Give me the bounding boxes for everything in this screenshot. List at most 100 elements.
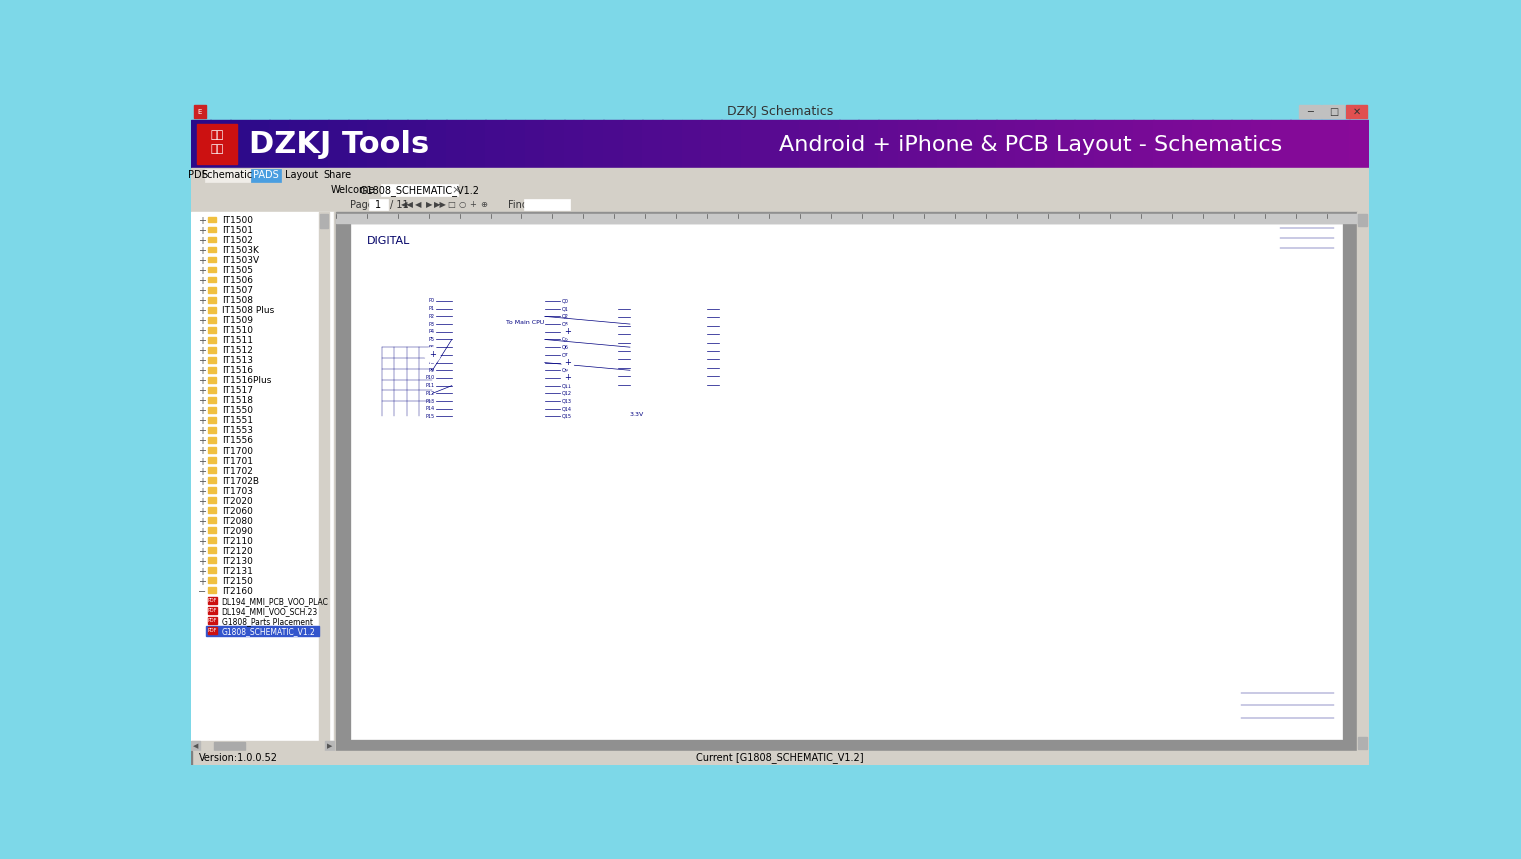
Text: +: + [198, 527, 205, 537]
Bar [208, 297, 216, 302]
Text: Q9: Q9 [561, 368, 569, 373]
Bar [917, 120, 937, 168]
Bar [322, 168, 353, 182]
Text: IT1509: IT1509 [222, 316, 252, 326]
Text: +: + [198, 417, 205, 426]
Text: +: + [198, 576, 205, 587]
Bar [800, 120, 820, 168]
Text: ▶▶: ▶▶ [433, 200, 447, 210]
Text: +: + [198, 447, 205, 456]
Text: P6: P6 [429, 344, 435, 350]
Text: +: + [198, 387, 205, 397]
Text: +: + [470, 200, 476, 210]
Bar [190, 741, 335, 751]
Bar [388, 120, 408, 168]
Bar [208, 448, 216, 453]
Text: +: + [198, 286, 205, 296]
Text: P14: P14 [426, 406, 435, 411]
Bar [336, 184, 379, 196]
Text: IT1513: IT1513 [222, 356, 252, 365]
Text: IT1553: IT1553 [222, 426, 252, 436]
Text: DZKJ Tools: DZKJ Tools [249, 131, 429, 159]
Bar [208, 527, 216, 533]
Text: IT2160: IT2160 [222, 587, 252, 595]
Text: PDF: PDF [208, 598, 218, 603]
Bar [208, 577, 216, 582]
Bar [1322, 105, 1345, 119]
Text: Q14: Q14 [561, 406, 572, 411]
Text: IT1508 Plus: IT1508 Plus [222, 307, 274, 315]
Text: +: + [198, 316, 205, 326]
Text: ○: ○ [458, 200, 465, 210]
Bar [642, 120, 663, 168]
Text: +: + [198, 486, 205, 497]
Bar [1173, 120, 1192, 168]
Bar [1358, 737, 1367, 749]
Bar [208, 347, 216, 352]
Bar [208, 618, 218, 624]
Bar [406, 120, 427, 168]
Text: Q6: Q6 [561, 344, 569, 350]
Bar [368, 120, 388, 168]
Bar [190, 741, 201, 751]
Text: IT1512: IT1512 [222, 346, 252, 356]
Text: Current [G1808_SCHEMATIC_V1.2]: Current [G1808_SCHEMATIC_V1.2] [697, 752, 864, 763]
Text: +: + [198, 406, 205, 417]
Bar [208, 588, 216, 593]
Text: +: + [198, 567, 205, 576]
Text: Q5: Q5 [561, 337, 569, 342]
Bar [630, 301, 707, 401]
Bar [208, 508, 216, 513]
Text: ×: × [450, 185, 461, 195]
Text: −: − [198, 587, 205, 597]
Text: ◀: ◀ [415, 200, 421, 210]
Bar [192, 168, 204, 182]
Text: ⊕: ⊕ [481, 200, 487, 210]
Bar [190, 183, 1369, 197]
Bar [838, 120, 859, 168]
Text: G1808_Parts Placement: G1808_Parts Placement [222, 617, 313, 625]
Text: PDF: PDF [208, 618, 218, 623]
Bar [1113, 120, 1135, 168]
Bar [208, 557, 216, 563]
Bar [564, 120, 584, 168]
Bar [1212, 120, 1232, 168]
Text: Welcome: Welcome [332, 185, 376, 195]
Bar [662, 120, 683, 168]
Bar [208, 377, 216, 382]
Text: IT2020: IT2020 [222, 497, 252, 506]
Text: □: □ [447, 200, 455, 210]
Bar [336, 214, 1357, 223]
Text: PDF: PDF [208, 628, 218, 633]
Text: +: + [198, 337, 205, 346]
Text: Layout: Layout [284, 170, 318, 180]
Text: +: + [198, 356, 205, 367]
Bar [1133, 120, 1154, 168]
Bar [426, 120, 447, 168]
Text: P13: P13 [426, 399, 435, 404]
Bar [208, 457, 216, 463]
Bar [249, 120, 271, 168]
Bar [1074, 120, 1095, 168]
Text: ◀: ◀ [193, 743, 198, 749]
Bar [208, 427, 216, 433]
Text: Share: Share [324, 170, 351, 180]
Text: +: + [198, 216, 205, 226]
Bar [208, 478, 216, 483]
Text: Q11: Q11 [561, 383, 572, 388]
Text: IT2090: IT2090 [222, 527, 252, 535]
Text: IT1503K: IT1503K [222, 247, 259, 255]
Bar [604, 120, 624, 168]
Text: PDF: PDF [189, 170, 207, 180]
Bar [208, 247, 216, 253]
Text: +: + [198, 516, 205, 527]
Bar [208, 437, 216, 442]
Bar [208, 568, 216, 573]
Bar [681, 120, 703, 168]
Text: +: + [198, 346, 205, 356]
Bar [190, 168, 1369, 183]
Text: Version:1.0.0.52: Version:1.0.0.52 [199, 752, 277, 763]
Text: +: + [198, 456, 205, 466]
Text: IT1517: IT1517 [222, 387, 252, 395]
Text: IT2130: IT2130 [222, 557, 252, 565]
